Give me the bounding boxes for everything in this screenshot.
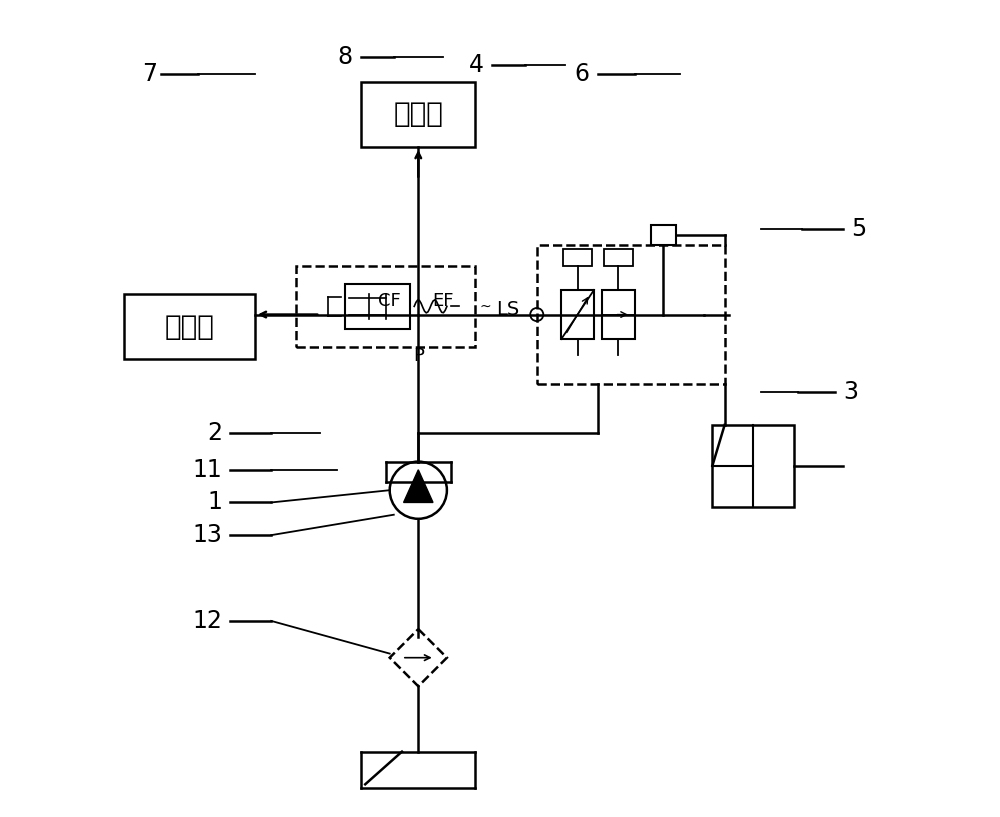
Text: 11: 11 [192, 458, 222, 482]
Bar [602, 290, 635, 339]
Text: 6: 6 [575, 61, 590, 86]
Text: 转向器: 转向器 [165, 313, 214, 341]
Bar [345, 283, 410, 328]
Bar [651, 225, 676, 245]
Text: 3: 3 [843, 380, 858, 404]
Text: P: P [413, 347, 424, 365]
Text: 13: 13 [192, 523, 222, 547]
Bar [563, 249, 592, 266]
Text: 8: 8 [338, 45, 353, 69]
Bar [561, 290, 594, 339]
Text: CF: CF [378, 292, 401, 310]
Bar [296, 266, 475, 347]
Text: EF: EF [432, 292, 454, 310]
Text: 2: 2 [207, 421, 222, 445]
Bar [712, 425, 794, 507]
Text: 1: 1 [207, 490, 222, 515]
Text: LS: LS [496, 300, 519, 319]
Bar [537, 245, 725, 384]
Bar [604, 249, 633, 266]
Text: 5: 5 [851, 217, 867, 241]
Text: 4: 4 [469, 53, 484, 78]
Text: 12: 12 [192, 609, 222, 633]
Text: ~: ~ [480, 300, 491, 314]
Text: 多路阀: 多路阀 [393, 100, 443, 128]
Text: 7: 7 [142, 61, 157, 86]
Polygon shape [404, 470, 433, 502]
